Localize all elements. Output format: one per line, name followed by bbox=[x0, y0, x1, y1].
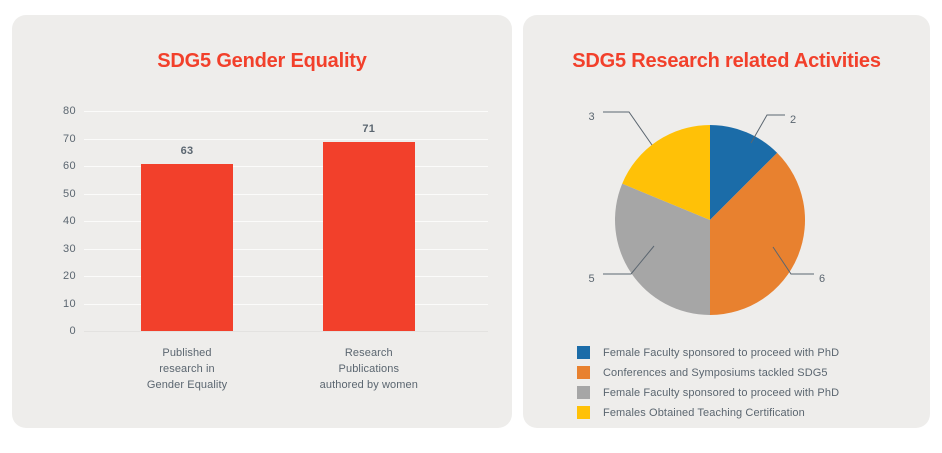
bar-chart-card: SDG5 Gender Equality 0 10 20 30 40 50 60 70 80 6… bbox=[12, 15, 512, 428]
pie-chart-plot-area: 2 6 5 3 bbox=[523, 95, 930, 335]
bar-chart-y-tick-label: 60 bbox=[62, 160, 76, 172]
legend-item-label: Female Faculty sponsored to proceed with… bbox=[603, 346, 840, 359]
bar-chart-gridline bbox=[84, 221, 488, 222]
legend-color-swatch-icon bbox=[577, 366, 590, 379]
bar-chart-gridline bbox=[84, 303, 488, 305]
bar-chart-gridline bbox=[84, 276, 488, 277]
legend-item[interactable]: Female Faculty sponsored to proceed with… bbox=[577, 383, 917, 402]
bar-chart-y-tick-label: 40 bbox=[62, 215, 76, 227]
pie-chart-leader-line bbox=[772, 246, 814, 275]
pie-chart-slice[interactable] bbox=[710, 152, 806, 315]
bar-chart-grid bbox=[84, 111, 488, 332]
legend-color-swatch-icon bbox=[577, 406, 590, 419]
bar-chart-y-tick-label: 30 bbox=[62, 242, 76, 255]
legend-color-swatch-icon bbox=[577, 346, 590, 359]
pie-chart-card: SDG5 Research related Activities 2 6 5 3 Fe… bbox=[523, 15, 930, 428]
legend-item-label: Female Faculty sponsored to proceed with… bbox=[603, 386, 840, 399]
bar-chart-category-label: Published research in Gender Equality bbox=[146, 347, 228, 391]
pie-chart-leader-line bbox=[603, 245, 655, 275]
legend-item-label: Conferences and Symposiums tackled SDG5 bbox=[603, 366, 828, 379]
pie-chart-slice[interactable] bbox=[622, 125, 710, 220]
bar-chart-y-tick-label: 50 bbox=[62, 187, 76, 200]
bar-chart-y-tick-label: 20 bbox=[62, 270, 76, 282]
bar-chart-title: SDG5 Gender Equality bbox=[157, 50, 367, 72]
legend-item[interactable]: Conferences and Symposiums tackled SDG5 bbox=[577, 363, 917, 382]
legend-item[interactable]: Females Obtained Teaching Certification bbox=[577, 403, 917, 422]
bar-chart-value-label: 71 bbox=[362, 122, 376, 135]
pie-chart-leader-line bbox=[603, 111, 653, 146]
pie-chart-slice-value-label: 6 bbox=[819, 273, 826, 285]
bar-chart-bar[interactable] bbox=[322, 141, 415, 331]
bar-chart-y-tick-label: 10 bbox=[62, 297, 76, 310]
bar-chart-gridline bbox=[84, 248, 488, 250]
bar-chart-plot-area: 0 10 20 30 40 50 60 70 80 63 71 Published researc… bbox=[40, 105, 488, 391]
legend-color-swatch-icon bbox=[577, 386, 590, 399]
bar-chart-gridline bbox=[84, 193, 488, 195]
bar-chart-value-label: 63 bbox=[180, 144, 194, 157]
bar-chart-y-axis: 0 10 20 30 40 50 60 70 80 bbox=[40, 105, 76, 337]
bar-chart-y-tick-label: 80 bbox=[62, 105, 76, 117]
bar-chart-gridline bbox=[84, 111, 488, 112]
pie-chart-slice[interactable] bbox=[710, 125, 778, 220]
bar-chart-y-tick-label: 0 bbox=[69, 325, 76, 337]
bar-chart-gridline bbox=[84, 138, 488, 140]
pie-chart-legend: Female Faculty sponsored to proceed with… bbox=[577, 343, 917, 423]
bar-chart-y-tick-label: 70 bbox=[62, 132, 76, 145]
pie-chart-slice[interactable] bbox=[615, 183, 710, 315]
pie-chart-slice-value-label: 2 bbox=[790, 114, 797, 126]
bar-chart-gridline bbox=[84, 166, 488, 167]
pie-chart-leader-line bbox=[750, 114, 785, 144]
bar-chart-category-label: Research Publications authored by women bbox=[319, 347, 418, 391]
pie-chart-title: SDG5 Research related Activities bbox=[572, 50, 881, 72]
legend-item[interactable]: Female Faculty sponsored to proceed with… bbox=[577, 343, 917, 362]
pie-chart-slice-value-label: 3 bbox=[588, 111, 595, 123]
bar-chart-gridline bbox=[84, 331, 488, 332]
pie-chart-slice-value-label: 5 bbox=[588, 273, 595, 285]
bar-chart-bar[interactable] bbox=[141, 163, 234, 331]
legend-item-label: Females Obtained Teaching Certification bbox=[603, 406, 805, 419]
pie-chart-svg: 2 6 5 3 bbox=[588, 111, 826, 315]
